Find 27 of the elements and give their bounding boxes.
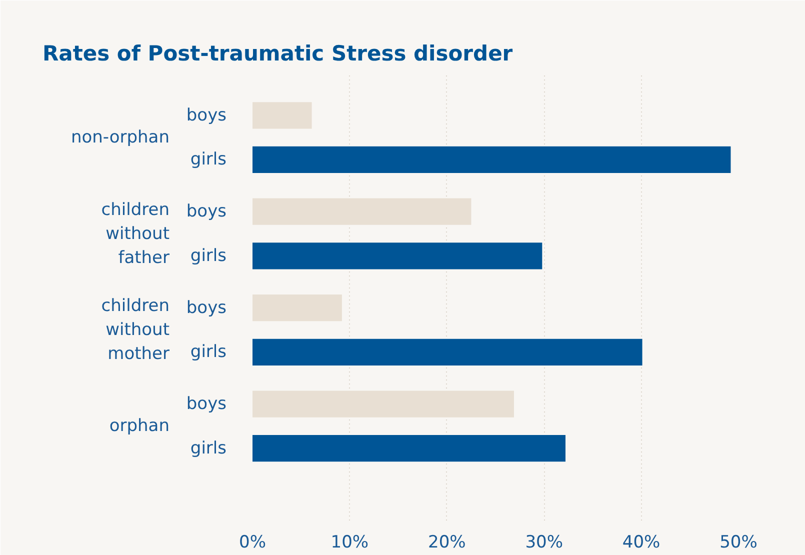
text: girls [190, 438, 227, 458]
text: girls [190, 342, 227, 362]
bar [252, 390, 514, 418]
bar [252, 338, 642, 366]
x-tick-label: 10% [330, 532, 369, 552]
bar [252, 294, 342, 322]
bar [252, 435, 566, 462]
text: girls [190, 246, 227, 266]
text: boys [186, 298, 226, 318]
bar [252, 102, 312, 129]
x-tick-label: 30% [525, 532, 564, 552]
series-label: girls [190, 150, 227, 170]
text: boys [186, 394, 226, 414]
x-tick-label: 0% [239, 532, 266, 552]
x-tick-label: 50% [720, 532, 758, 552]
bar [252, 198, 472, 225]
text: boys [186, 202, 226, 222]
y-tick-label: non-orphan [70, 128, 170, 148]
bar [252, 242, 542, 270]
chart-title: Rates of Post-traumatic Stress disorder [42, 42, 514, 66]
y-tick-label: children without father [101, 200, 170, 268]
y-tick-label: children without mother [101, 296, 170, 364]
bar [252, 146, 731, 174]
x-tick-label: 40% [622, 532, 660, 552]
y-tick-label: orphan [109, 416, 170, 436]
series-label: boys [186, 105, 227, 126]
x-tick-label: 20% [428, 532, 466, 552]
